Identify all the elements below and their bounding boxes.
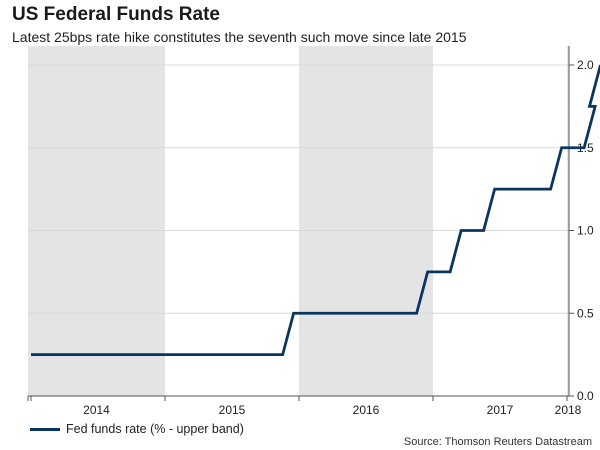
- chart-subtitle: Latest 25bps rate hike constitutes the s…: [12, 29, 467, 45]
- y-tick-label: 1.0: [577, 224, 594, 238]
- shaded-year-2016: [299, 46, 433, 396]
- shaded-year-2018: [567, 46, 569, 396]
- legend-label: Fed funds rate (% - upper band): [66, 422, 244, 436]
- x-tick-label: 2018: [555, 403, 582, 417]
- y-tick-label: 2.0: [577, 58, 594, 72]
- y-tick-label: 0.0: [577, 389, 594, 403]
- chart-title: US Federal Funds Rate: [12, 4, 220, 25]
- x-tick-label: 2015: [219, 403, 246, 417]
- x-tick-label: 2017: [487, 403, 514, 417]
- x-tick-label: 2014: [83, 403, 110, 417]
- x-tick-label: 2016: [353, 403, 380, 417]
- series-line: [31, 64, 600, 357]
- source-note: Source: Thomson Reuters Datastream: [403, 436, 592, 448]
- legend-swatch: [30, 427, 60, 431]
- legend: Fed funds rate (% - upper band): [30, 421, 244, 437]
- shaded-year-2014: [28, 46, 165, 396]
- y-tick-label: 0.5: [577, 306, 594, 320]
